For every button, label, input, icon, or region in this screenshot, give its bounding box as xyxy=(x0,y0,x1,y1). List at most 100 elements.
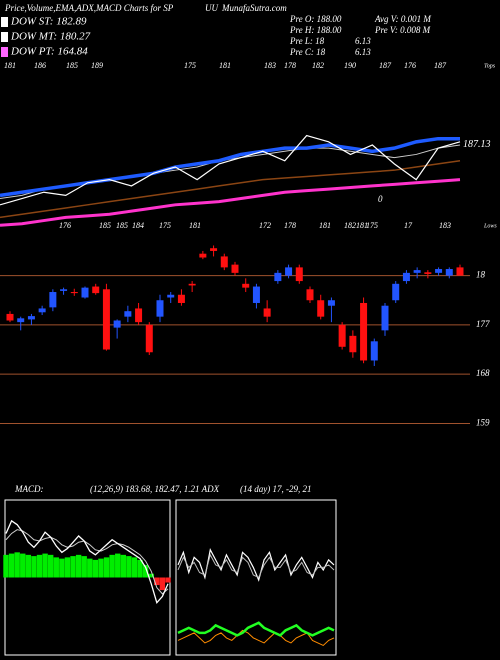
candle-body xyxy=(445,269,453,276)
candle-body xyxy=(210,248,218,251)
legend-label: DOW MT: 180.27 xyxy=(10,31,91,43)
candle-body xyxy=(145,324,153,353)
top-label: 189 xyxy=(91,61,103,70)
candle-body xyxy=(70,292,78,294)
candle-body xyxy=(167,294,175,298)
symbol: UU xyxy=(205,3,218,13)
candle-body xyxy=(338,324,346,347)
candle-body xyxy=(6,313,14,321)
candle-body xyxy=(285,267,293,276)
low-label: 185 xyxy=(99,221,111,230)
top-label: 187 xyxy=(379,61,392,70)
candle-body xyxy=(306,289,314,301)
legend-swatch xyxy=(1,32,8,42)
low-label: 181 xyxy=(319,221,331,230)
site-name: MunafaSutra.com xyxy=(221,3,287,13)
low-label: 183 xyxy=(439,221,451,230)
macd-histogram-bar xyxy=(120,554,127,578)
macd-histogram-bar xyxy=(3,554,9,578)
candle-body xyxy=(27,316,35,320)
stat: Avg V: 0.001 M xyxy=(374,14,431,24)
candle-body xyxy=(456,267,464,276)
candle-body xyxy=(81,287,89,298)
top-label: 176 xyxy=(404,61,416,70)
macd-label: MACD: xyxy=(14,484,44,494)
ema-line xyxy=(0,178,461,227)
tops-label: Tops xyxy=(484,63,496,69)
stat: 6.13 xyxy=(355,36,371,46)
stat: Pre O: 188.00 xyxy=(289,14,342,24)
candle-body xyxy=(199,253,207,258)
candle-body xyxy=(263,308,271,317)
macd-histogram-bar xyxy=(154,577,160,586)
legend-label: DOW PT: 164.84 xyxy=(10,46,88,58)
macd-histogram-bar xyxy=(137,559,143,578)
macd-values: (12,26,9) 183.68, 182.47, 1.21 ADX xyxy=(90,484,220,494)
stat: Pre V: 0.008 M xyxy=(374,25,431,35)
macd-histogram-bar xyxy=(126,556,132,578)
macd-line xyxy=(5,519,169,604)
macd-histogram-bar xyxy=(53,557,59,578)
low-label: 178 xyxy=(284,221,296,230)
low-label: 182 xyxy=(344,221,356,230)
macd-histogram-bar xyxy=(8,553,15,578)
macd-histogram-bar xyxy=(64,557,71,578)
macd-histogram-bar xyxy=(115,553,121,578)
y-tick-label: 18 xyxy=(476,270,486,280)
y-tick-label: 177 xyxy=(476,319,490,329)
macd-histogram-bar xyxy=(70,556,76,578)
macd-histogram-bar xyxy=(92,559,99,578)
note: 0 xyxy=(378,194,383,204)
macd-histogram-bar xyxy=(25,554,32,578)
ema-line xyxy=(0,159,461,219)
chart-title: Price,Volume,EMA,ADX,MACD Charts for SP xyxy=(4,3,174,13)
candle-body xyxy=(60,289,68,291)
top-label: 175 xyxy=(184,61,196,70)
low-label: 181 xyxy=(356,221,368,230)
signal-line xyxy=(5,529,169,595)
macd-histogram-bar xyxy=(47,554,54,578)
candle-body xyxy=(231,264,239,273)
macd-histogram-bar xyxy=(98,558,104,578)
top-label: 178 xyxy=(284,61,296,70)
candle-body xyxy=(49,292,57,308)
candle-body xyxy=(317,300,325,317)
low-label: 172 xyxy=(259,221,271,230)
candle-body xyxy=(349,335,357,353)
adx-frame xyxy=(175,499,337,656)
low-label: 184 xyxy=(132,221,144,230)
candle-body xyxy=(242,283,250,288)
macd-histogram-bar xyxy=(75,554,82,578)
macd-histogram-bar xyxy=(109,554,115,578)
top-label: 181 xyxy=(4,61,16,70)
candle-body xyxy=(252,286,260,303)
candle-body xyxy=(402,272,410,282)
low-label: 175 xyxy=(366,221,378,230)
top-label: 181 xyxy=(219,61,231,70)
price-label: 187.13 xyxy=(463,139,491,150)
macd-histogram-bar xyxy=(14,552,20,578)
stat: 6.13 xyxy=(355,47,371,57)
y-tick-label: 168 xyxy=(476,368,490,378)
ema-line xyxy=(0,144,461,200)
candle-body xyxy=(274,272,282,282)
low-label: 181 xyxy=(189,221,201,230)
candle-body xyxy=(17,318,25,323)
macd-histogram-bar xyxy=(142,564,149,578)
legend-swatch xyxy=(1,47,8,57)
candle-body xyxy=(220,256,228,268)
candle-body xyxy=(177,294,185,303)
low-label: 176 xyxy=(59,221,71,230)
macd-histogram-bar xyxy=(165,577,171,583)
candle-body xyxy=(102,289,110,350)
candle-body xyxy=(92,286,100,294)
adx-values: (14 day) 17, -29, 21 xyxy=(240,484,312,494)
top-label: 187 xyxy=(434,61,447,70)
low-label: 185 xyxy=(116,221,128,230)
candle-body xyxy=(413,270,421,273)
ema-line xyxy=(0,134,461,206)
macd-histogram-bar xyxy=(31,556,37,578)
top-label: 190 xyxy=(344,61,356,70)
